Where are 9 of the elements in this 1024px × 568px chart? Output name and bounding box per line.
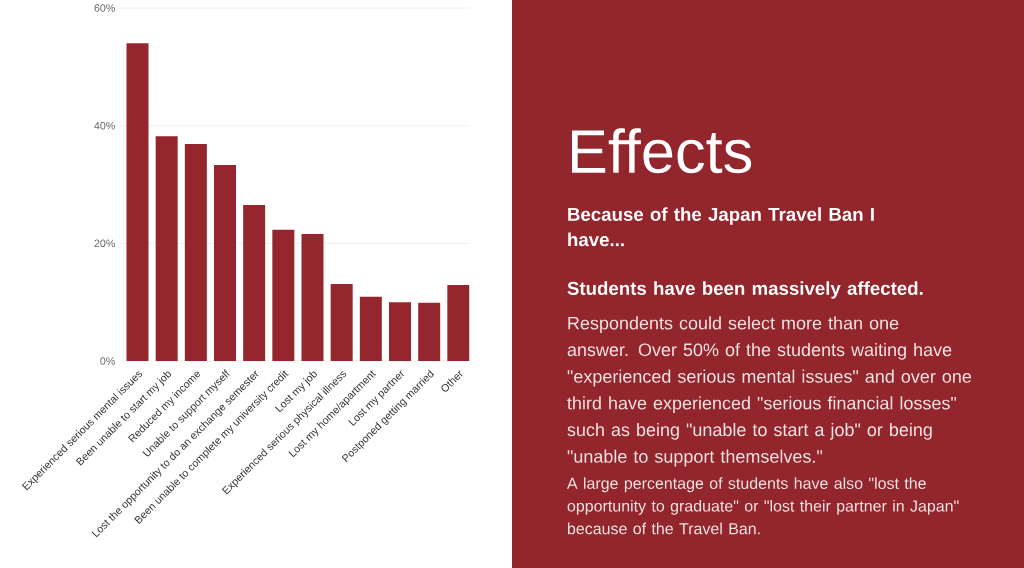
text: Because of the Japan Travel Ban I have...: [568, 207, 874, 247]
text: Respondents could select more than one answer. Over 50% of the students waiting have "experienced serious mental issues" and over one third have experienced "serious financial losses" such as being "unable to start a job" or being "unable to support themselves.": [567, 316, 972, 467]
y-tick-label: 20%: [94, 239, 115, 248]
text: Students have been massively affected.: [567, 281, 923, 299]
y-tick-label: 0%: [100, 357, 115, 365]
text: Effects: [571, 128, 752, 174]
y-tick-label: 60%: [94, 4, 115, 12]
y-tick-label: 40%: [94, 121, 115, 130]
text: A large percentage of students have also "lost the opportunity to graduate" or "lost their partner in Japan" because of the Travel Ban.: [566, 477, 959, 535]
